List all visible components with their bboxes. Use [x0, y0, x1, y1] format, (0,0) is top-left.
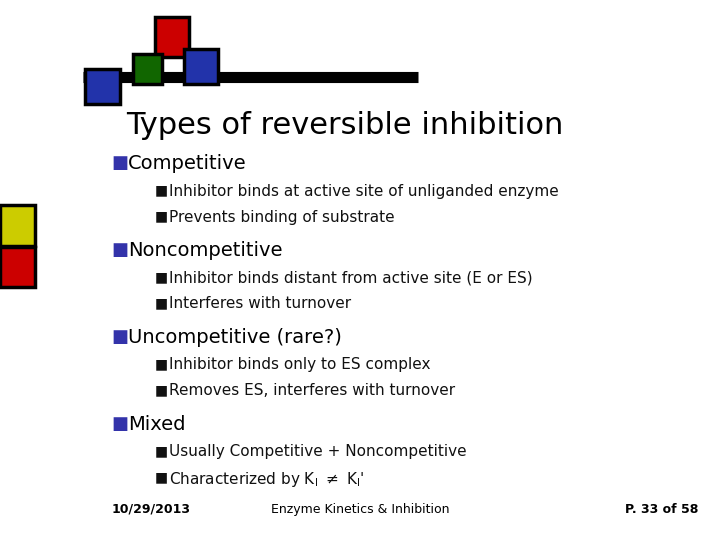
Text: Interferes with turnover: Interferes with turnover	[169, 296, 351, 312]
Text: ■: ■	[112, 328, 129, 346]
Text: Inhibitor binds at active site of unliganded enzyme: Inhibitor binds at active site of unliga…	[169, 184, 559, 199]
Text: Inhibitor binds only to ES complex: Inhibitor binds only to ES complex	[169, 357, 431, 373]
Text: Characterized by K$_\mathregular{I}$ $\neq$ K$_\mathregular{I}$': Characterized by K$_\mathregular{I}$ $\n…	[169, 470, 365, 489]
Text: ■: ■	[155, 184, 168, 198]
FancyBboxPatch shape	[0, 247, 35, 287]
Text: ■: ■	[112, 154, 129, 172]
Text: Uncompetitive (rare?): Uncompetitive (rare?)	[128, 328, 342, 347]
Text: ■: ■	[155, 357, 168, 372]
Text: ■: ■	[155, 271, 168, 285]
FancyBboxPatch shape	[184, 49, 218, 84]
Text: Types of reversible inhibition: Types of reversible inhibition	[126, 111, 563, 140]
Text: ■: ■	[112, 415, 129, 433]
FancyBboxPatch shape	[0, 205, 35, 246]
Text: Enzyme Kinetics & Inhibition: Enzyme Kinetics & Inhibition	[271, 503, 449, 516]
Text: Removes ES, interferes with turnover: Removes ES, interferes with turnover	[169, 383, 455, 399]
FancyBboxPatch shape	[155, 17, 189, 57]
FancyBboxPatch shape	[133, 54, 162, 84]
FancyBboxPatch shape	[85, 69, 120, 104]
Text: Prevents binding of substrate: Prevents binding of substrate	[169, 210, 395, 225]
Text: P. 33 of 58: P. 33 of 58	[625, 503, 698, 516]
Text: ■: ■	[155, 444, 168, 458]
Text: Noncompetitive: Noncompetitive	[128, 241, 283, 260]
Text: ■: ■	[112, 241, 129, 259]
Text: ■: ■	[155, 210, 168, 224]
Text: Competitive: Competitive	[128, 154, 247, 173]
Text: ■: ■	[155, 296, 168, 310]
Text: Inhibitor binds distant from active site (E or ES): Inhibitor binds distant from active site…	[169, 271, 533, 286]
Text: ■: ■	[155, 470, 168, 484]
Text: ■: ■	[155, 383, 168, 397]
Text: Mixed: Mixed	[128, 415, 186, 434]
Text: Usually Competitive + Noncompetitive: Usually Competitive + Noncompetitive	[169, 444, 467, 460]
Text: 10/29/2013: 10/29/2013	[112, 503, 191, 516]
